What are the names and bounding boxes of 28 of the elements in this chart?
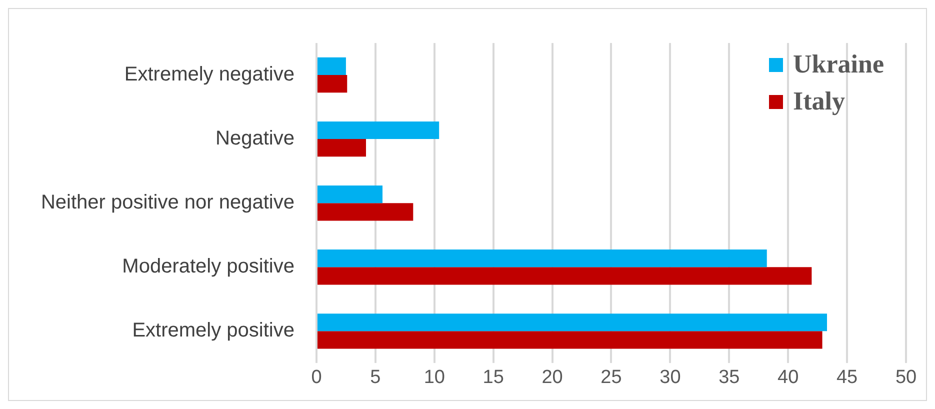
y-tick-label: Neither positive nor negative	[40, 192, 294, 214]
bar	[317, 250, 767, 268]
x-tick-label: 25	[600, 366, 622, 388]
bar	[317, 139, 366, 157]
x-tick-label: 40	[778, 366, 799, 388]
y-tick-label: Moderately positive	[122, 256, 294, 278]
y-tick-label: Negative	[216, 128, 294, 150]
x-tick-label: 50	[895, 366, 917, 388]
x-tick-label: 10	[424, 366, 445, 388]
bar	[317, 57, 346, 76]
bar	[317, 75, 348, 93]
x-tick-label: 20	[542, 366, 563, 388]
legend-label: Ukraine	[793, 50, 884, 79]
bar	[317, 314, 828, 332]
x-tick-label: 15	[482, 366, 504, 388]
bar	[317, 267, 812, 285]
x-tick-label: 30	[660, 366, 681, 388]
x-tick-label: 35	[718, 366, 740, 388]
x-tick-label: 0	[311, 366, 322, 388]
legend-label: Italy	[793, 86, 845, 116]
bar	[317, 203, 414, 221]
x-tick-label: 45	[836, 366, 858, 388]
y-tick-label: Extremely negative	[124, 64, 294, 86]
bar	[317, 331, 822, 349]
y-tick-label: Extremely positive	[132, 320, 294, 342]
x-tick-label: 5	[370, 366, 381, 388]
bar	[317, 185, 383, 204]
bar	[317, 121, 440, 140]
